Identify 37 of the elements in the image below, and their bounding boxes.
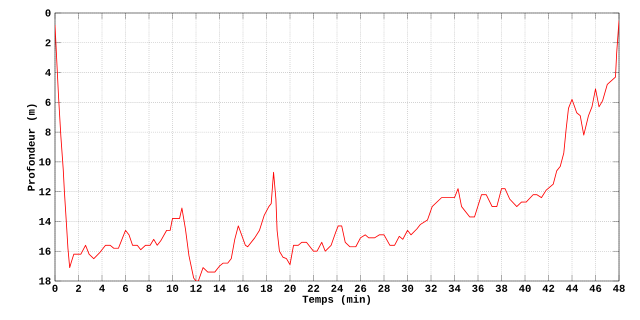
y-tick-label: 10 [39, 158, 51, 166]
x-tick-label: 26 [354, 284, 366, 292]
x-tick-label: 0 [52, 284, 58, 292]
x-tick-label: 30 [402, 284, 414, 292]
y-tick-label: 2 [46, 39, 51, 46]
y-tick-label: 18 [39, 277, 51, 285]
x-tick-label: 34 [448, 284, 461, 292]
x-tick-label: 20 [284, 284, 296, 292]
x-tick-label: 38 [496, 284, 508, 292]
x-tick-label: 4 [99, 284, 105, 292]
x-tick-label: 32 [425, 284, 437, 292]
y-tick-label: 8 [45, 128, 51, 136]
x-tick-label: 40 [519, 284, 531, 292]
x-tick-label: 8 [146, 284, 152, 292]
x-tick-label: 44 [566, 284, 578, 292]
x-tick-label: 10 [166, 284, 178, 292]
x-tick-label: 48 [613, 284, 625, 292]
x-tick-label: 2 [76, 284, 82, 292]
x-tick-label: 42 [542, 284, 554, 292]
x-tick-label: 14 [214, 284, 226, 292]
x-tick-label: 28 [378, 284, 390, 292]
x-tick-label: 46 [590, 284, 602, 292]
x-axis-title: Temps (min) [302, 295, 370, 305]
x-tick-label: 22 [308, 284, 320, 292]
y-tick-label: 6 [46, 98, 51, 106]
y-tick-label: 4 [45, 69, 51, 76]
x-tick-label: 18 [260, 284, 272, 292]
x-tick-label: 6 [122, 284, 128, 292]
x-tick-label: 12 [190, 284, 202, 292]
y-axis-title: Profondeur (m) [26, 104, 37, 191]
y-tick-label: 0 [45, 9, 51, 17]
y-tick-label: 12 [39, 188, 51, 196]
x-tick-label: 16 [237, 284, 249, 292]
x-tick-label: 36 [472, 284, 484, 292]
x-tick-label: 24 [331, 284, 344, 292]
y-tick-label: 16 [39, 248, 51, 255]
y-tick-label: 14 [39, 218, 51, 225]
